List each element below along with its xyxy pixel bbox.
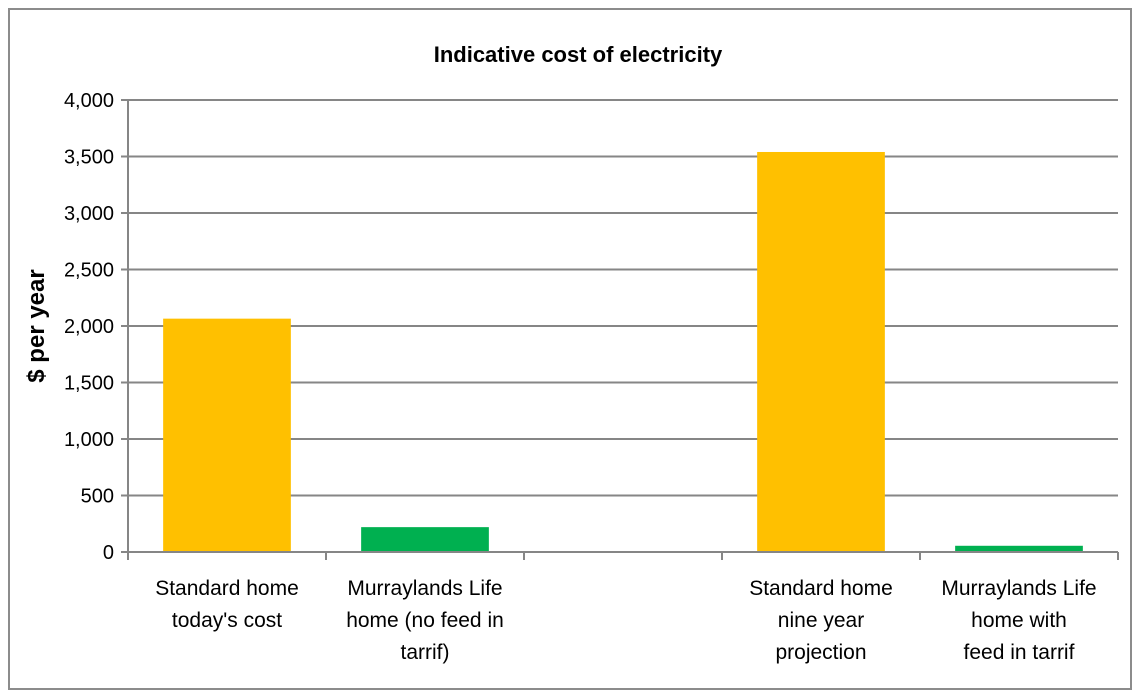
bar: [163, 318, 291, 552]
y-tick-label: 1,000: [64, 429, 114, 451]
y-tick-label: 0: [103, 542, 114, 564]
axes: [127, 100, 1119, 560]
y-tick-label: 1,500: [64, 373, 114, 395]
x-category-label: Murraylands Life home (no feed in tarrif): [346, 577, 504, 664]
x-category-label: Standard home nine year projection: [749, 577, 893, 664]
y-tick-label: 2,000: [64, 316, 114, 338]
x-category-label: Murraylands Life home with feed in tarrif: [941, 577, 1096, 664]
gridlines: [128, 99, 1118, 497]
y-tick-label: 3,000: [64, 203, 114, 225]
y-tick-label: 4,000: [64, 90, 114, 112]
bars: [163, 151, 1083, 553]
y-axis-ticks: 0 500 1,000 1,500 2,000 2,500 3,000 3,500 4,000: [64, 90, 128, 564]
y-axis-label: $ per year: [23, 269, 50, 382]
y-tick-label: 500: [81, 486, 114, 508]
y-tick-label: 2,500: [64, 260, 114, 282]
bar: [955, 545, 1083, 552]
bar: [757, 151, 885, 553]
bar: [361, 527, 489, 552]
x-axis-categories: Standard home today's cost Murraylands Lif…: [155, 577, 1096, 664]
x-category-label: Standard home today's cost: [155, 577, 299, 632]
chart-title: Indicative cost of electricity: [434, 42, 723, 67]
y-tick-label: 3,500: [64, 147, 114, 169]
